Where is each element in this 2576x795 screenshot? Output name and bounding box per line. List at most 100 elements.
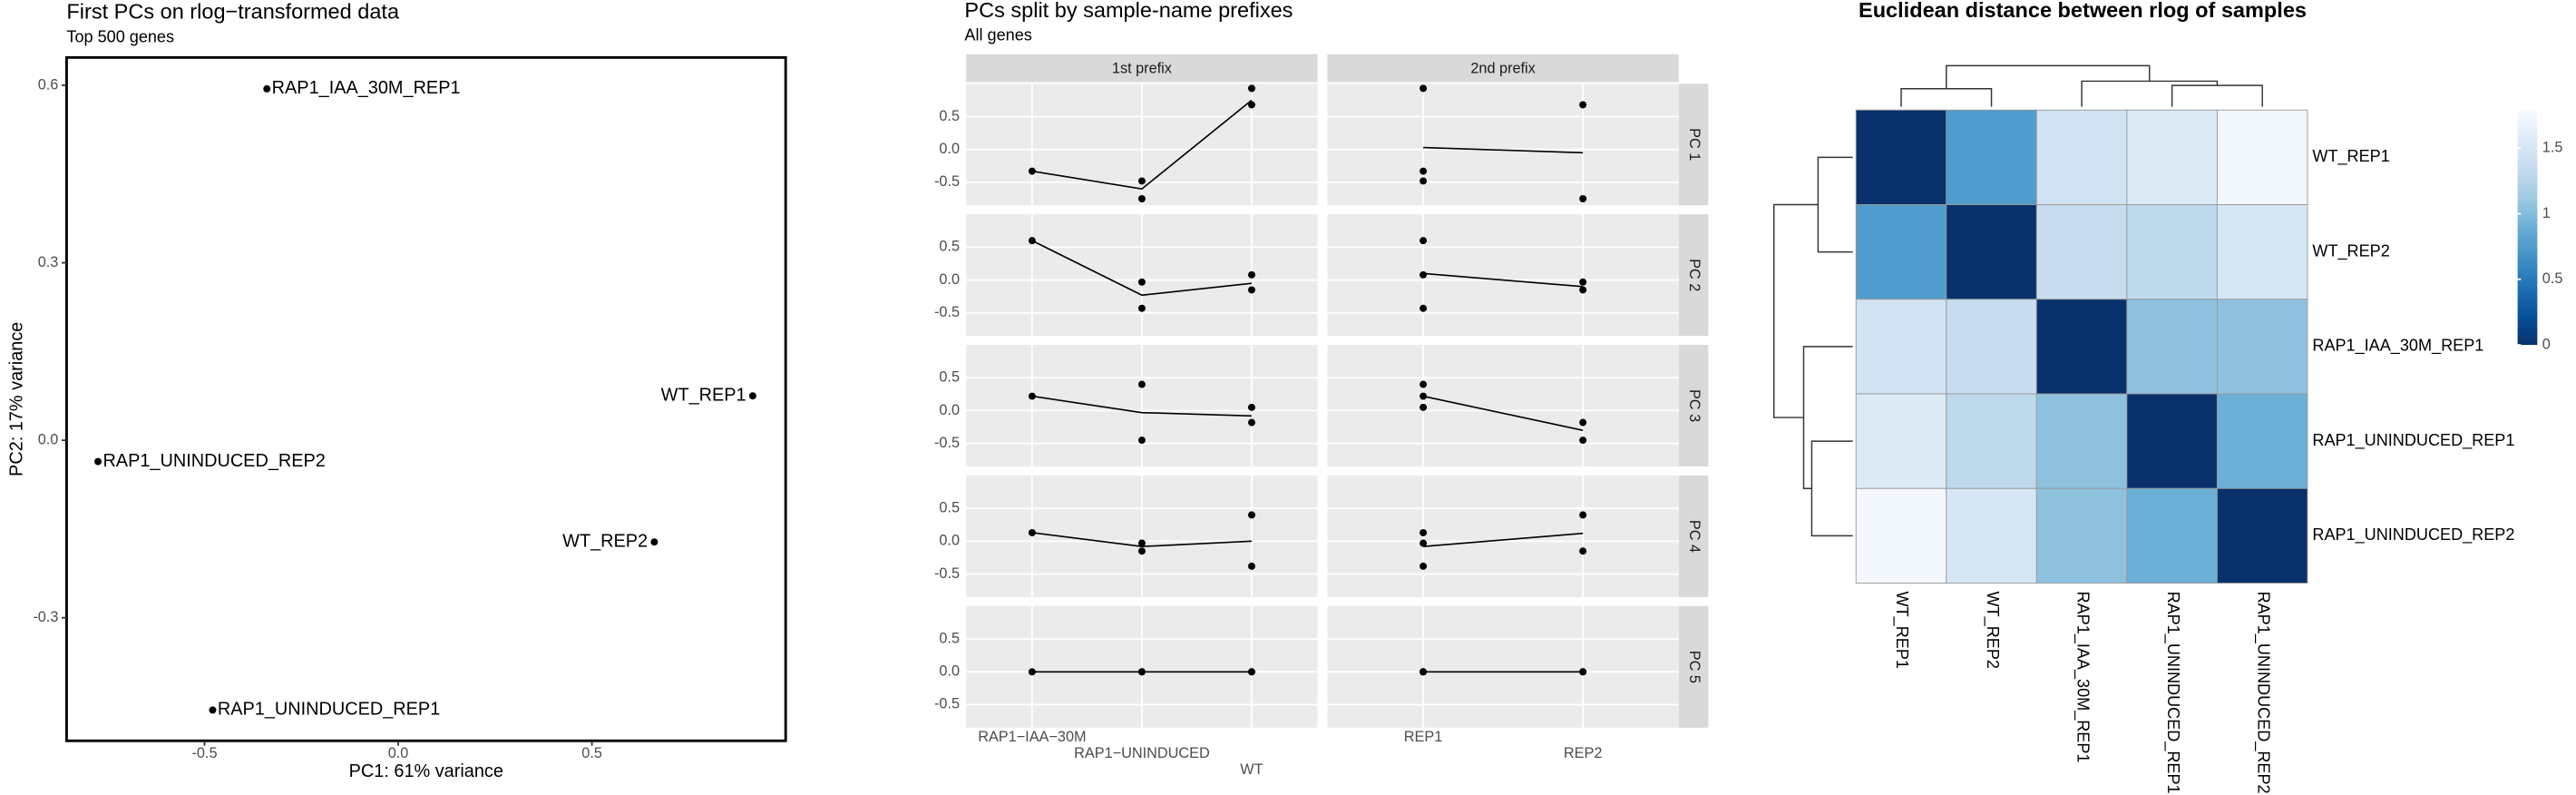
column-label: WT_REP1 (1892, 592, 1911, 669)
y-axis-label: PC2: 17% variance (6, 322, 26, 476)
column-label: WT_REP2 (1983, 592, 2002, 669)
point (1247, 511, 1255, 519)
plot-frame (64, 55, 787, 742)
column-dendrogram (1946, 64, 2151, 89)
heatmap-cell (2126, 487, 2218, 584)
strip-label: PC 5 (1686, 651, 1703, 683)
strip-label: PC 3 (1686, 389, 1703, 422)
y-tick-label: 0.0 (939, 271, 960, 288)
point (1579, 511, 1587, 519)
strip (1327, 54, 1679, 83)
point (1028, 237, 1036, 245)
colorbar-tick-label: 0 (2542, 336, 2551, 352)
point (1137, 304, 1146, 312)
x-tick-label: REP1 (1404, 729, 1443, 745)
row-dendrogram (1810, 440, 1853, 537)
point (1420, 270, 1428, 279)
point (1247, 101, 1255, 109)
y-tick-label: -0.3 (33, 609, 58, 625)
row-label: WT_REP1 (2312, 147, 2389, 166)
heatmap-cell (2216, 393, 2308, 489)
point (1137, 380, 1146, 388)
y-tick-label: -0.5 (934, 173, 960, 190)
line (1031, 395, 1252, 417)
point (1420, 392, 1428, 400)
point (209, 706, 217, 714)
row-label: WT_REP2 (2312, 241, 2389, 260)
point (1579, 437, 1587, 445)
strip (1678, 475, 1709, 597)
heatmap-cell (2216, 204, 2308, 300)
column-label: RAP1_UNINDUCED_REP2 (2253, 592, 2272, 794)
heatmap-cell (1855, 299, 1947, 395)
point (1420, 237, 1428, 245)
column-label: RAP1_IAA_30M_REP1 (2073, 592, 2092, 763)
strip (1678, 214, 1709, 337)
strip-label: PC 1 (1686, 128, 1703, 161)
point (1247, 84, 1255, 93)
x-tick-label: WT (1240, 761, 1263, 778)
x-axis-label: PC1: 61% variance (349, 761, 503, 781)
heatmap-cell (1946, 204, 2037, 300)
point-label: WT_REP2 (562, 531, 648, 551)
column-dendrogram (2081, 80, 2219, 107)
heatmap-cell (2035, 393, 2128, 489)
line (1423, 272, 1584, 288)
heatmap-cell (1946, 487, 2037, 584)
y-tick-label: 0.5 (939, 499, 960, 515)
point (748, 392, 756, 400)
heatmap-cell (2035, 299, 2128, 395)
x-tick-label: 0.0 (388, 745, 409, 761)
heatmap-cell (1855, 487, 1947, 584)
point (1579, 278, 1587, 286)
x-tick-label: RAP1−IAA−30M (978, 729, 1086, 745)
panel (1327, 605, 1679, 728)
y-tick-label: -0.5 (934, 696, 960, 712)
heatmap-cell (2216, 109, 2308, 205)
point (1028, 392, 1036, 400)
strip-label: PC 4 (1686, 520, 1703, 553)
heatmap-cell (2126, 299, 2218, 395)
point (1137, 539, 1146, 547)
heatmap-cell (1946, 109, 2037, 205)
point (1579, 547, 1587, 555)
column-dendrogram (2171, 84, 2263, 107)
panel (1327, 345, 1679, 467)
point (1420, 380, 1428, 388)
strip (1678, 345, 1709, 467)
row-label: RAP1_IAA_30M_REP1 (2312, 337, 2483, 356)
point (1420, 528, 1428, 536)
line (1031, 99, 1253, 191)
point (1137, 195, 1146, 202)
y-tick-label: 0.0 (939, 663, 960, 680)
point (1420, 562, 1428, 570)
point-label: RAP1_UNINDUCED_REP1 (218, 700, 440, 720)
heatmap-cell (1855, 393, 1947, 489)
point (1579, 418, 1587, 427)
heatmap-cell (2126, 204, 2218, 300)
colorbar-tick-label: 0.5 (2542, 270, 2563, 287)
point (1579, 286, 1587, 294)
point (1137, 177, 1146, 185)
strip-label: 1st prefix (1112, 60, 1172, 76)
point (650, 538, 659, 546)
scatter-title: First PCs on rlog−transformed data (66, 0, 400, 24)
point (1579, 668, 1587, 676)
line (1423, 146, 1584, 154)
y-tick-label: 0.0 (939, 533, 960, 549)
row-dendrogram (1802, 346, 1853, 489)
point (1420, 167, 1428, 175)
column-label: RAP1_UNINDUCED_REP1 (2163, 592, 2182, 794)
point (1247, 270, 1255, 279)
strip (1678, 83, 1709, 206)
y-tick-label: 0.5 (939, 108, 960, 124)
point (1137, 547, 1146, 555)
strip-label: 2nd prefix (1470, 60, 1535, 76)
line (1423, 532, 1584, 547)
point (1247, 562, 1255, 570)
heatmap-cell (2035, 487, 2128, 584)
facet-subtitle: All genes (964, 26, 1031, 44)
heatmap-cell (2216, 487, 2308, 584)
y-tick-label: 0.0 (939, 141, 960, 157)
